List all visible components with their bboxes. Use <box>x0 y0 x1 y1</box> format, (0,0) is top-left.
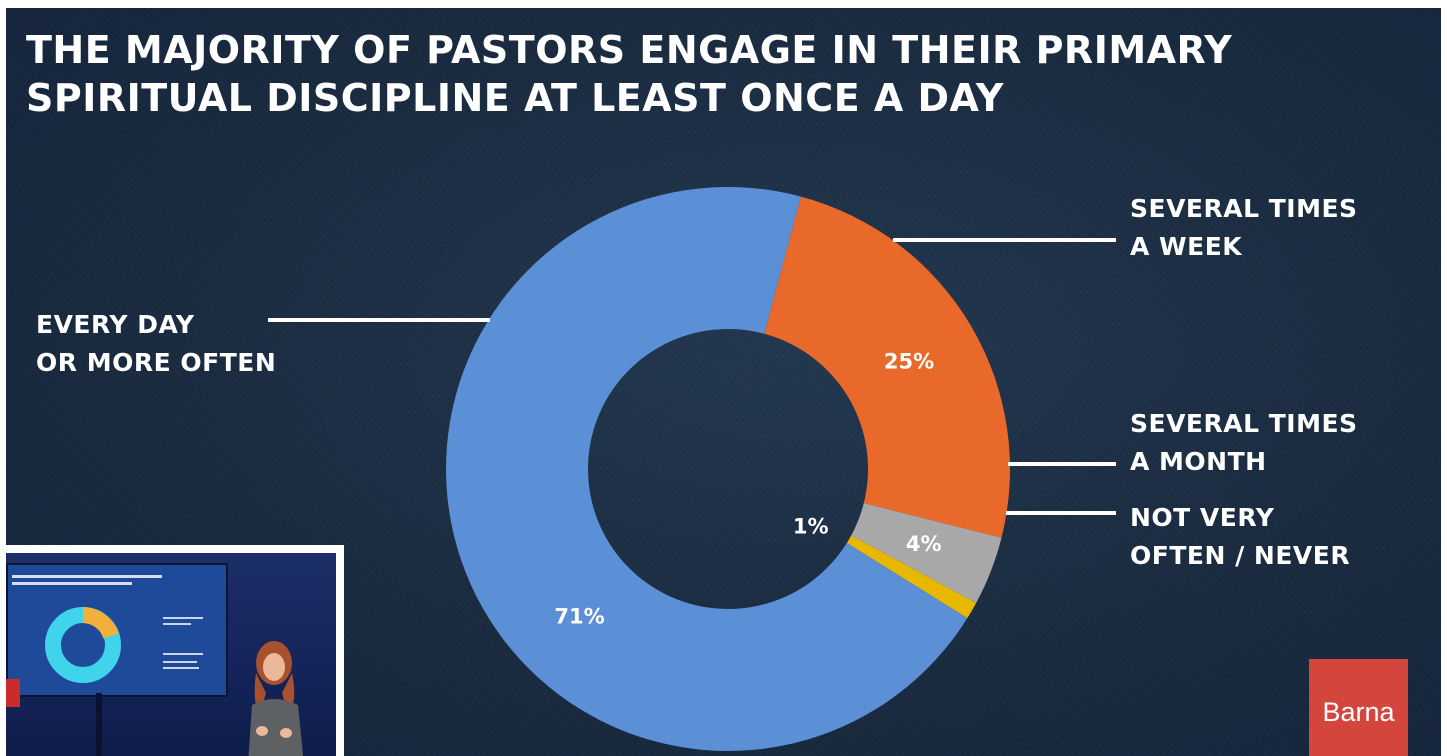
label-not-very-often: NOT VERY OFTEN / NEVER <box>1130 499 1350 575</box>
label-week-line-1: SEVERAL TIMES <box>1130 194 1358 223</box>
value-label-month: 4% <box>906 532 942 556</box>
label-week-line-2: A WEEK <box>1130 232 1243 261</box>
leader-line-never <box>1006 511 1116 515</box>
leader-line-every-day <box>268 318 490 322</box>
chart-title-line-1: THE MAJORITY OF PASTORS ENGAGE IN THEIR … <box>26 28 1233 72</box>
label-never-line-2: OFTEN / NEVER <box>1130 541 1351 570</box>
label-month-line-1: SEVERAL TIMES <box>1130 409 1358 438</box>
presenter-figure <box>248 641 304 756</box>
thumbnail-logo-mark <box>6 679 20 707</box>
value-label-week: 25% <box>884 350 934 374</box>
slice-several-times-a-month <box>851 503 1002 603</box>
label-never-line-1: NOT VERY <box>1130 503 1275 532</box>
label-month-line-2: A MONTH <box>1130 447 1267 476</box>
donut-chart: 25% 4% 1% 71% <box>445 186 1010 751</box>
leader-line-month <box>1008 462 1116 466</box>
screen-stand <box>96 693 102 756</box>
value-label-every-day: 71% <box>554 604 604 628</box>
label-every-day: EVERY DAY OR MORE OFTEN <box>36 306 276 382</box>
presenter-stage <box>6 553 336 756</box>
slice-several-times-a-week <box>764 196 1010 538</box>
label-every-day-line-1: EVERY DAY <box>36 310 195 339</box>
label-every-day-line-2: OR MORE OFTEN <box>36 348 277 377</box>
slice-not-very-often <box>846 535 977 619</box>
slice-every-day <box>445 186 968 751</box>
thumbnail-donut-icon <box>45 607 121 683</box>
projection-screen-thumbnail <box>6 563 228 697</box>
label-several-times-a-week: SEVERAL TIMES A WEEK <box>1130 190 1358 266</box>
presenter-video-inset <box>6 545 344 756</box>
barna-logo: Barna <box>1309 659 1408 756</box>
leader-line-week <box>893 238 1116 242</box>
label-several-times-a-month: SEVERAL TIMES A MONTH <box>1130 405 1358 481</box>
slide: THE MAJORITY OF PASTORS ENGAGE IN THEIR … <box>6 8 1441 756</box>
value-label-never: 1% <box>793 514 829 538</box>
chart-title-line-2: SPIRITUAL DISCIPLINE AT LEAST ONCE A DAY <box>26 76 1004 120</box>
